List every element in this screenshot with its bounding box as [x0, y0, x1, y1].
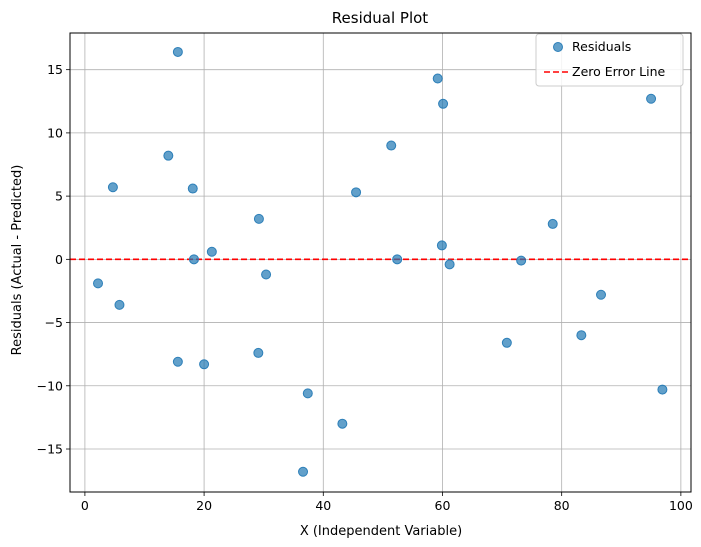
y-ticks: −15 −10 −5 0 5 10 15 [37, 62, 70, 457]
residual-point [596, 289, 607, 300]
residual-point [298, 466, 309, 477]
residual-point [657, 384, 668, 395]
residual-point [351, 187, 362, 198]
residual-point [93, 278, 104, 289]
y-tick-label: 0 [55, 252, 63, 267]
legend-label-zero-line: Zero Error Line [572, 64, 666, 79]
residual-point [576, 330, 587, 341]
x-tick-label: 80 [554, 498, 570, 513]
residual-point [188, 254, 199, 265]
residual-point [172, 356, 183, 367]
x-tick-label: 60 [435, 498, 451, 513]
residual-point [163, 150, 174, 161]
y-tick-label: 5 [55, 189, 63, 204]
legend-marker-residuals [553, 42, 563, 52]
residual-point [187, 183, 198, 194]
y-tick-label: −5 [45, 315, 63, 330]
residual-point [253, 347, 264, 358]
y-axis-label: Residuals (Actual - Predicted) [10, 165, 25, 356]
residual-point [302, 388, 313, 399]
residual-point [444, 259, 455, 270]
axes-frame [69, 32, 692, 493]
residual-point [172, 46, 183, 57]
y-tick-label: 10 [47, 125, 63, 140]
residual-point [436, 240, 447, 251]
y-tick-label: −10 [37, 378, 63, 393]
x-ticks: 0 20 40 60 80 100 [81, 492, 693, 513]
residual-point [646, 93, 657, 104]
x-tick-label: 40 [315, 498, 331, 513]
residual-point [261, 269, 272, 280]
grid [70, 33, 691, 492]
legend: Residuals Zero Error Line [535, 33, 684, 87]
residual-point [107, 182, 118, 193]
x-tick-label: 100 [669, 498, 693, 513]
residual-point [432, 73, 443, 84]
residual-point [392, 254, 403, 265]
residual-point [199, 359, 210, 370]
residual-point [516, 255, 527, 266]
x-tick-label: 0 [81, 498, 89, 513]
residual-point [337, 418, 348, 429]
y-tick-label: −15 [37, 442, 63, 457]
residual-point [114, 299, 125, 310]
scatter-points [93, 46, 668, 477]
x-tick-label: 20 [196, 498, 212, 513]
legend-box [535, 33, 684, 87]
x-axis-label: X (Independent Variable) [300, 524, 462, 539]
residual-point [253, 213, 264, 224]
residual-point [438, 98, 449, 109]
residual-point [501, 337, 512, 348]
legend-label-residuals: Residuals [572, 39, 631, 54]
residual-point [547, 218, 558, 229]
chart-title: Residual Plot [332, 9, 429, 27]
residual-point [386, 140, 397, 151]
y-tick-label: 15 [47, 62, 63, 77]
residual-point [206, 246, 217, 257]
